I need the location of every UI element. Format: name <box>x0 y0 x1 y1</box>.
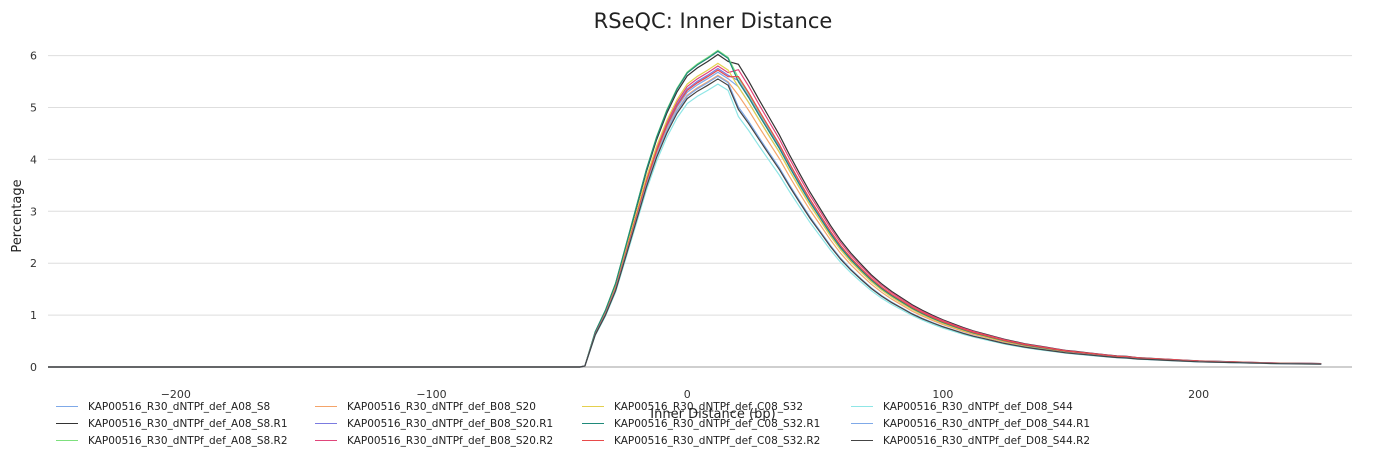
legend-label: KAP00516_R30_dNTPf_def_D08_S44.R2 <box>883 434 1091 447</box>
legend-item: KAP00516_R30_dNTPf_def_D08_S44 <box>851 398 1118 415</box>
legend-label: KAP00516_R30_dNTPf_def_A08_S8.R2 <box>88 434 288 447</box>
legend-swatch <box>56 406 78 407</box>
legend-item: KAP00516_R30_dNTPf_def_B08_S20 <box>315 398 582 415</box>
legend-item: KAP00516_R30_dNTPf_def_D08_S44.R2 <box>851 432 1118 449</box>
legend-swatch <box>851 406 873 407</box>
series-line <box>48 74 1322 368</box>
series-line <box>48 75 1322 368</box>
y-axis-label: Percentage <box>10 179 25 252</box>
legend-item: KAP00516_R30_dNTPf_def_D08_S44.R1 <box>851 415 1118 432</box>
series-line <box>48 69 1322 368</box>
legend-swatch <box>582 423 604 424</box>
y-tick-label: 2 <box>30 257 37 270</box>
legend-label: KAP00516_R30_dNTPf_def_B08_S20 <box>347 400 536 413</box>
gridlines <box>48 55 1352 368</box>
x-tick-label: 0 <box>684 388 691 401</box>
y-axis-ticks: 0 1 2 3 4 5 6 <box>30 50 37 374</box>
legend-swatch <box>851 440 873 441</box>
legend-label: KAP00516_R30_dNTPf_def_A08_S8.R1 <box>88 417 288 430</box>
y-tick-label: 0 <box>30 361 37 374</box>
y-tick-label: 6 <box>30 50 37 63</box>
legend-swatch <box>315 406 337 407</box>
legend-swatch <box>582 440 604 441</box>
legend-item: KAP00516_R30_dNTPf_def_B08_S20.R2 <box>315 432 582 449</box>
series-line <box>48 62 1322 368</box>
legend-label: KAP00516_R30_dNTPf_def_C08_S32.R1 <box>614 417 821 430</box>
x-tick-label: −100 <box>416 388 446 401</box>
legend-swatch <box>851 423 873 424</box>
legend-swatch <box>56 423 78 424</box>
series-lines <box>48 49 1322 368</box>
x-tick-label: 200 <box>1188 388 1209 401</box>
series-line <box>48 78 1322 368</box>
series-line <box>48 83 1322 368</box>
legend-label: KAP00516_R30_dNTPf_def_B08_S20.R2 <box>347 434 554 447</box>
legend-swatch <box>315 440 337 441</box>
legend-label: KAP00516_R30_dNTPf_def_A08_S8 <box>88 400 271 413</box>
legend-item: KAP00516_R30_dNTPf_def_A08_S8.R2 <box>56 432 315 449</box>
y-tick-label: 1 <box>30 309 37 322</box>
legend-item: KAP00516_R30_dNTPf_def_B08_S20.R1 <box>315 415 582 432</box>
legend-item: KAP00516_R30_dNTPf_def_C08_S32.R2 <box>582 432 851 449</box>
legend-label: KAP00516_R30_dNTPf_def_C08_S32 <box>614 400 804 413</box>
y-tick-label: 5 <box>30 101 37 114</box>
y-tick-label: 4 <box>30 153 37 166</box>
legend-item: KAP00516_R30_dNTPf_def_A08_S8.R1 <box>56 415 315 432</box>
legend-label: KAP00516_R30_dNTPf_def_B08_S20.R1 <box>347 417 554 430</box>
x-axis-label: Inner Distance (bp) <box>650 407 775 422</box>
legend-swatch <box>582 406 604 407</box>
series-line <box>48 71 1322 368</box>
legend-label: KAP00516_R30_dNTPf_def_D08_S44 <box>883 400 1073 413</box>
x-axis-ticks: −200 −100 0 100 200 <box>161 388 1209 401</box>
legend-item: KAP00516_R30_dNTPf_def_A08_S8 <box>56 398 315 415</box>
chart-legend: KAP00516_R30_dNTPf_def_A08_S8 KAP00516_R3… <box>56 398 1386 449</box>
chart-title: RSeQC: Inner Distance <box>594 9 833 33</box>
y-tick-label: 3 <box>30 205 37 218</box>
legend-item: KAP00516_R30_dNTPf_def_C08_S32.R1 <box>582 415 851 432</box>
legend-item: KAP00516_R30_dNTPf_def_C08_S32 <box>582 398 851 415</box>
legend-swatch <box>315 423 337 424</box>
x-tick-label: −200 <box>161 388 191 401</box>
series-line <box>48 67 1322 368</box>
legend-label: KAP00516_R30_dNTPf_def_D08_S44.R1 <box>883 417 1091 430</box>
legend-swatch <box>56 440 78 441</box>
legend-label: KAP00516_R30_dNTPf_def_C08_S32.R2 <box>614 434 821 447</box>
x-tick-label: 100 <box>932 388 953 401</box>
series-line <box>48 65 1322 368</box>
